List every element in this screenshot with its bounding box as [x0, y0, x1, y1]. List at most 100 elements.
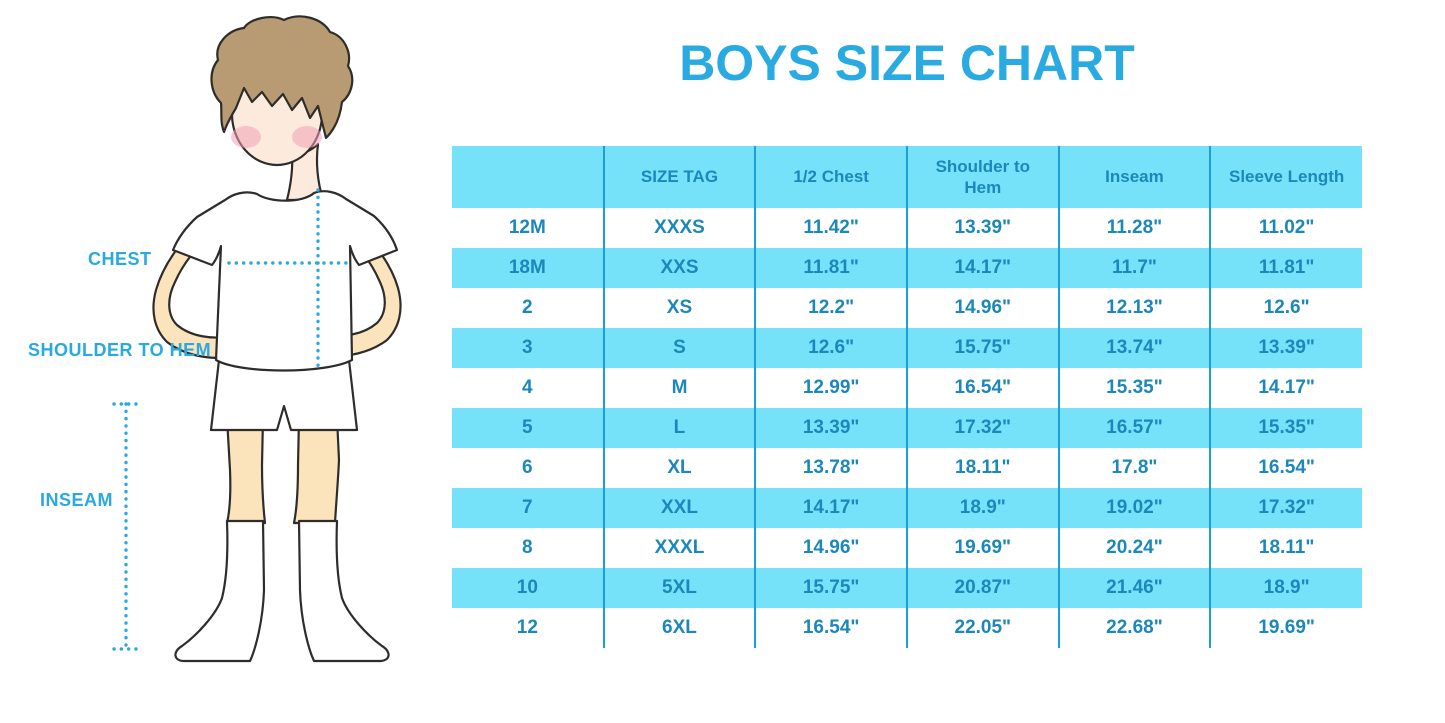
size-cell: XXXS: [602, 208, 756, 248]
size-cell: 17.8": [1057, 448, 1211, 488]
column-header-1-2-chest: 1/2 Chest: [754, 146, 907, 208]
size-cell: 15.75": [754, 568, 907, 608]
size-cell: 12.6": [1209, 288, 1362, 328]
column-header-empty: [452, 146, 604, 208]
size-age-cell: 2: [522, 297, 533, 318]
size-cell: 12.99": [754, 368, 907, 408]
size-cell: 14.17": [754, 488, 907, 528]
shoulder-to-hem-label: SHOULDER TO HEM: [28, 340, 212, 360]
size-age-cell: 12: [516, 617, 538, 638]
size-cell: 16.54": [754, 608, 907, 648]
size-age-cell: 5: [452, 408, 604, 448]
size-row-2: 2 XS 12.2" 14.96" 12.13" 12.6": [452, 288, 1362, 328]
size-row-3: 3 S 12.6" 15.75" 13.74" 13.39": [452, 328, 1362, 368]
left-sock: [174, 519, 266, 663]
column-header-shoulder-to-hem: Shoulder to Hem: [905, 146, 1059, 208]
size-cell: XS: [602, 288, 756, 328]
size-cell: 20.24": [1057, 528, 1211, 568]
t-shirt: [171, 190, 399, 372]
size-cell: 18.11": [905, 448, 1059, 488]
page-title: BOYS SIZE CHART: [679, 35, 1135, 91]
size-cell: 14.17": [1209, 368, 1362, 408]
size-cell: 16.57": [1057, 408, 1211, 448]
size-cell: 13.39": [1209, 328, 1362, 368]
size-cell: 19.69": [1209, 608, 1362, 648]
size-cell: 14.96": [754, 528, 907, 568]
right-sock: [297, 519, 390, 663]
size-age-cell: 12M: [508, 217, 546, 238]
size-cell: 11.42": [754, 208, 907, 248]
hair: [210, 15, 354, 140]
size-cell: 21.46": [1057, 568, 1211, 608]
size-cell: 12.2": [754, 288, 907, 328]
column-header-size-tag: SIZE TAG: [602, 146, 756, 208]
size-row-12: 12 6XL 16.54" 22.05" 22.68" 19.69": [452, 608, 1362, 648]
header-row: SIZE TAG 1/2 Chest Shoulder to Hem Inseam Sl…: [452, 146, 1362, 208]
size-cell: 11.28": [1057, 208, 1211, 248]
size-cell: 13.74": [1057, 328, 1211, 368]
size-age-cell: 18M: [452, 248, 604, 288]
size-cell: 15.75": [905, 328, 1059, 368]
size-cell: 14.96": [905, 288, 1059, 328]
size-cell: 12.6": [754, 328, 907, 368]
column-header-sleeve-length: Sleeve Length: [1209, 146, 1362, 208]
boy-illustration: [112, 15, 402, 663]
size-cell: S: [602, 328, 756, 368]
size-cell: XL: [602, 448, 756, 488]
size-cell: 5XL: [602, 568, 756, 608]
size-cell: 22.05": [905, 608, 1059, 648]
boy-measurement-figure: CHEST SHOULDER TO HEM INSEAM: [0, 0, 452, 723]
size-table-header: SIZE TAG 1/2 Chest Shoulder to Hem Inseam Sl…: [452, 146, 1362, 208]
size-cell: 22.68": [1057, 608, 1211, 648]
size-cell: 13.39": [754, 408, 907, 448]
inseam-label: INSEAM: [40, 490, 114, 510]
size-cell: XXS: [602, 248, 756, 288]
size-cell: 13.78": [754, 448, 907, 488]
size-cell: 11.02": [1209, 208, 1362, 248]
size-table-body: 12M XXXS 11.42" 13.39" 11.28" 11.02" 18M XXS 11.…: [452, 208, 1362, 648]
size-table: SIZE TAG 1/2 Chest Shoulder to Hem Inseam Sl…: [452, 146, 1362, 648]
size-cell: XXL: [602, 488, 756, 528]
size-cell: 19.69": [905, 528, 1059, 568]
size-cell: 6XL: [602, 608, 756, 648]
size-age-cell: 4: [522, 377, 533, 398]
left-leg: [225, 416, 267, 525]
size-cell: 13.39": [905, 208, 1059, 248]
size-cell: 18.9": [905, 488, 1059, 528]
size-cell: 12.13": [1057, 288, 1211, 328]
size-age-cell: 6: [522, 457, 533, 478]
size-age-cell: 8: [522, 537, 533, 558]
size-cell: 16.54": [905, 368, 1059, 408]
size-cell: M: [602, 368, 756, 408]
size-cell: 18.11": [1209, 528, 1362, 568]
left-cheek: [231, 126, 261, 148]
size-cell: 14.17": [905, 248, 1059, 288]
size-cell: 16.54": [1209, 448, 1362, 488]
size-age-cell: 3: [452, 328, 604, 368]
size-cell: 11.7": [1057, 248, 1211, 288]
size-cell: 15.35": [1057, 368, 1211, 408]
size-cell: XXXL: [602, 528, 756, 568]
column-header-inseam: Inseam: [1057, 146, 1211, 208]
size-cell: L: [602, 408, 756, 448]
size-row-8: 8 XXXL 14.96" 19.69" 20.24" 18.11": [452, 528, 1362, 568]
size-age-cell: 10: [452, 568, 604, 608]
size-row-18m: 18M XXS 11.81" 14.17" 11.7" 11.81": [452, 248, 1362, 288]
size-row-5: 5 L 13.39" 17.32" 16.57" 15.35": [452, 408, 1362, 448]
right-leg: [292, 416, 341, 525]
size-row-10: 10 5XL 15.75" 20.87" 21.46" 18.9": [452, 568, 1362, 608]
size-cell: 15.35": [1209, 408, 1362, 448]
size-row-4: 4 M 12.99" 16.54" 15.35" 14.17": [452, 368, 1362, 408]
size-cell: 17.32": [905, 408, 1059, 448]
size-row-6: 6 XL 13.78" 18.11" 17.8" 16.54": [452, 448, 1362, 488]
size-cell: 20.87": [905, 568, 1059, 608]
right-cheek: [292, 126, 322, 148]
size-row-12m: 12M XXXS 11.42" 13.39" 11.28" 11.02": [452, 208, 1362, 248]
size-age-cell: 7: [452, 488, 604, 528]
size-row-7: 7 XXL 14.17" 18.9" 19.02" 17.32": [452, 488, 1362, 528]
chest-label: CHEST: [88, 249, 152, 269]
size-cell: 11.81": [1209, 248, 1362, 288]
size-cell: 11.81": [754, 248, 907, 288]
size-cell: 19.02": [1057, 488, 1211, 528]
size-cell: 17.32": [1209, 488, 1362, 528]
